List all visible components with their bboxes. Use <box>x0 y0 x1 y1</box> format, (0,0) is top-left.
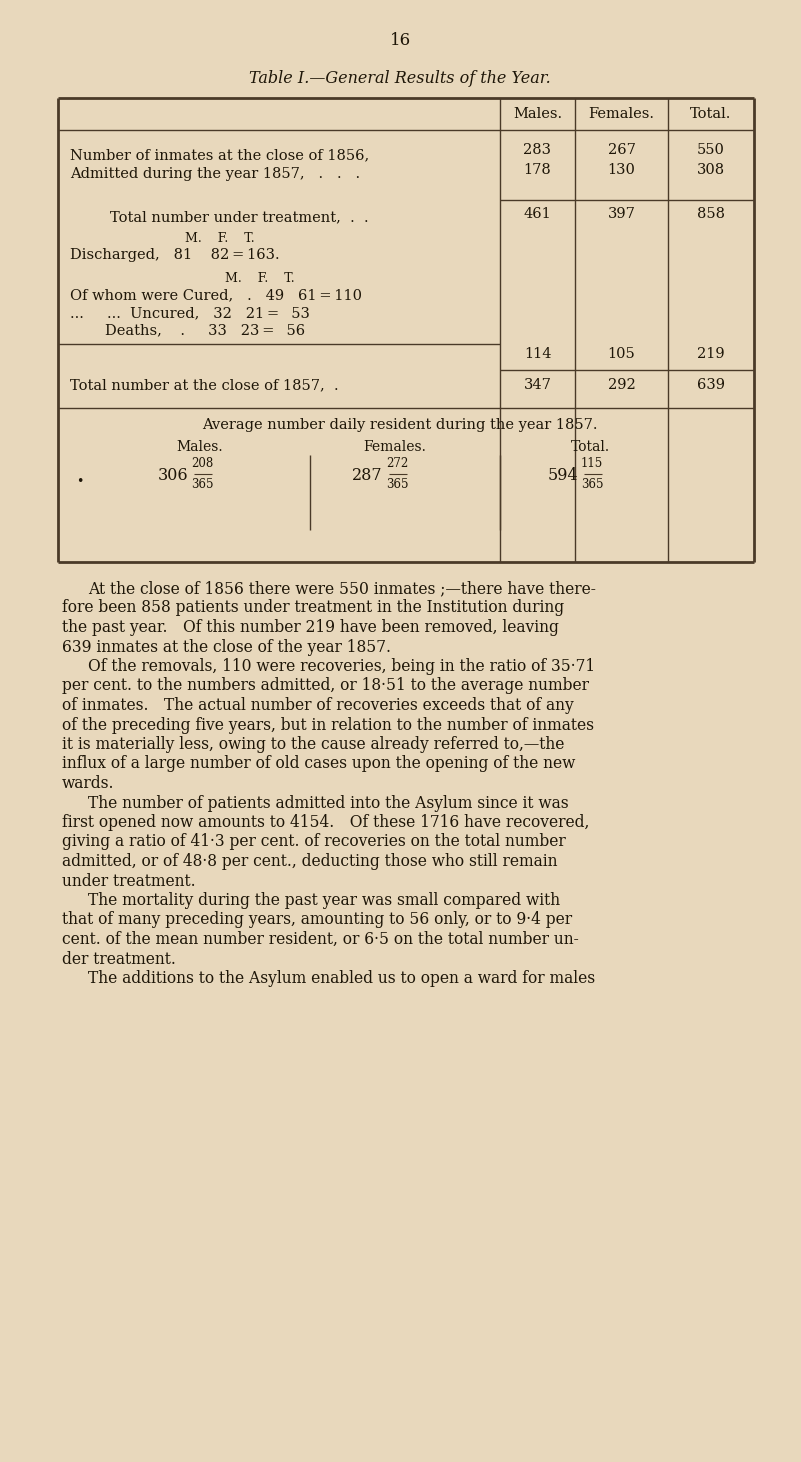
Text: first opened now amounts to 4154. Of these 1716 have recovered,: first opened now amounts to 4154. Of the… <box>62 814 590 830</box>
Text: 306: 306 <box>157 466 188 484</box>
Text: of the preceding five years, but in relation to the number of inmates: of the preceding five years, but in rela… <box>62 716 594 734</box>
Text: M.    F.    T.: M. F. T. <box>225 272 295 285</box>
Text: 594: 594 <box>547 466 578 484</box>
Text: Males.: Males. <box>513 107 562 121</box>
Text: Females.: Females. <box>589 107 654 121</box>
Text: 115: 115 <box>581 458 603 469</box>
Text: 550: 550 <box>697 143 725 156</box>
Text: 308: 308 <box>697 162 725 177</box>
Text: wards.: wards. <box>62 775 115 792</box>
Text: 114: 114 <box>524 346 551 361</box>
Text: 292: 292 <box>608 379 635 392</box>
Text: of inmates. The actual number of recoveries exceeds that of any: of inmates. The actual number of recover… <box>62 697 574 713</box>
Text: Total.: Total. <box>570 440 610 455</box>
Text: 397: 397 <box>608 208 635 221</box>
Text: Of the removals, 110 were recoveries, being in the ratio of 35·71: Of the removals, 110 were recoveries, be… <box>88 658 595 675</box>
Text: influx of a large number of old cases upon the opening of the new: influx of a large number of old cases up… <box>62 756 575 772</box>
Text: 178: 178 <box>524 162 551 177</box>
Text: Table I.—General Results of the Year.: Table I.—General Results of the Year. <box>249 70 551 88</box>
Text: 16: 16 <box>389 32 411 50</box>
Text: Deaths,    .     33   23 =   56: Deaths, . 33 23 = 56 <box>105 323 305 338</box>
Text: giving a ratio of 41·3 per cent. of recoveries on the total number: giving a ratio of 41·3 per cent. of reco… <box>62 833 566 851</box>
Text: 267: 267 <box>608 143 635 156</box>
Text: admitted, or of 48·8 per cent., deducting those who still remain: admitted, or of 48·8 per cent., deductin… <box>62 852 557 870</box>
Text: M.    F.    T.: M. F. T. <box>185 232 255 246</box>
Text: 219: 219 <box>697 346 725 361</box>
Text: The additions to the Asylum enabled us to open a ward for males: The additions to the Asylum enabled us t… <box>88 969 595 987</box>
Text: 639: 639 <box>697 379 725 392</box>
Text: fore been 858 patients under treatment in the Institution during: fore been 858 patients under treatment i… <box>62 599 564 617</box>
Text: 365: 365 <box>386 478 409 491</box>
Text: At the close of 1856 there were 550 inmates ;—there have there-: At the close of 1856 there were 550 inma… <box>88 580 596 596</box>
Text: that of many preceding years, amounting to 56 only, or to 9·4 per: that of many preceding years, amounting … <box>62 911 572 928</box>
Text: per cent. to the numbers admitted, or 18·51 to the average number: per cent. to the numbers admitted, or 18… <box>62 677 589 694</box>
Text: the past year. Of this number 219 have been removed, leaving: the past year. Of this number 219 have b… <box>62 618 559 636</box>
Text: 272: 272 <box>386 458 409 469</box>
Text: Females.: Females. <box>364 440 426 455</box>
Text: 347: 347 <box>524 379 551 392</box>
Text: 105: 105 <box>608 346 635 361</box>
Text: 208: 208 <box>191 458 213 469</box>
Text: Total number under treatment,  .  .: Total number under treatment, . . <box>110 211 368 224</box>
Text: under treatment.: under treatment. <box>62 873 195 889</box>
Text: cent. of the mean number resident, or 6·5 on the total number un-: cent. of the mean number resident, or 6·… <box>62 931 579 947</box>
Text: Number of inmates at the close of 1856,: Number of inmates at the close of 1856, <box>70 148 369 162</box>
Text: Discharged,   81    82 = 163.: Discharged, 81 82 = 163. <box>70 249 280 262</box>
Text: 461: 461 <box>524 208 551 221</box>
Text: 365: 365 <box>191 478 213 491</box>
Text: The mortality during the past year was small compared with: The mortality during the past year was s… <box>88 892 560 909</box>
Text: 287: 287 <box>352 466 383 484</box>
Text: Average number daily resident during the year 1857.: Average number daily resident during the… <box>202 418 598 431</box>
Text: der treatment.: der treatment. <box>62 950 176 968</box>
Text: Total.: Total. <box>690 107 731 121</box>
Text: •: • <box>76 475 83 488</box>
Text: ...     ...  Uncured,   32   21 =   53: ... ... Uncured, 32 21 = 53 <box>70 306 310 320</box>
Text: 858: 858 <box>697 208 725 221</box>
Text: Males.: Males. <box>177 440 223 455</box>
Text: 130: 130 <box>608 162 635 177</box>
Text: it is materially less, owing to the cause already referred to,—the: it is materially less, owing to the caus… <box>62 735 565 753</box>
Text: The number of patients admitted into the Asylum since it was: The number of patients admitted into the… <box>88 794 569 811</box>
Text: Admitted during the year 1857,   .   .   .: Admitted during the year 1857, . . . <box>70 167 360 181</box>
Text: 639 inmates at the close of the year 1857.: 639 inmates at the close of the year 185… <box>62 639 391 655</box>
Text: 283: 283 <box>524 143 552 156</box>
Text: Total number at the close of 1857,  .: Total number at the close of 1857, . <box>70 379 339 392</box>
Text: 365: 365 <box>581 478 603 491</box>
Text: Of whom were Cured,   .   49   61 = 110: Of whom were Cured, . 49 61 = 110 <box>70 288 362 303</box>
